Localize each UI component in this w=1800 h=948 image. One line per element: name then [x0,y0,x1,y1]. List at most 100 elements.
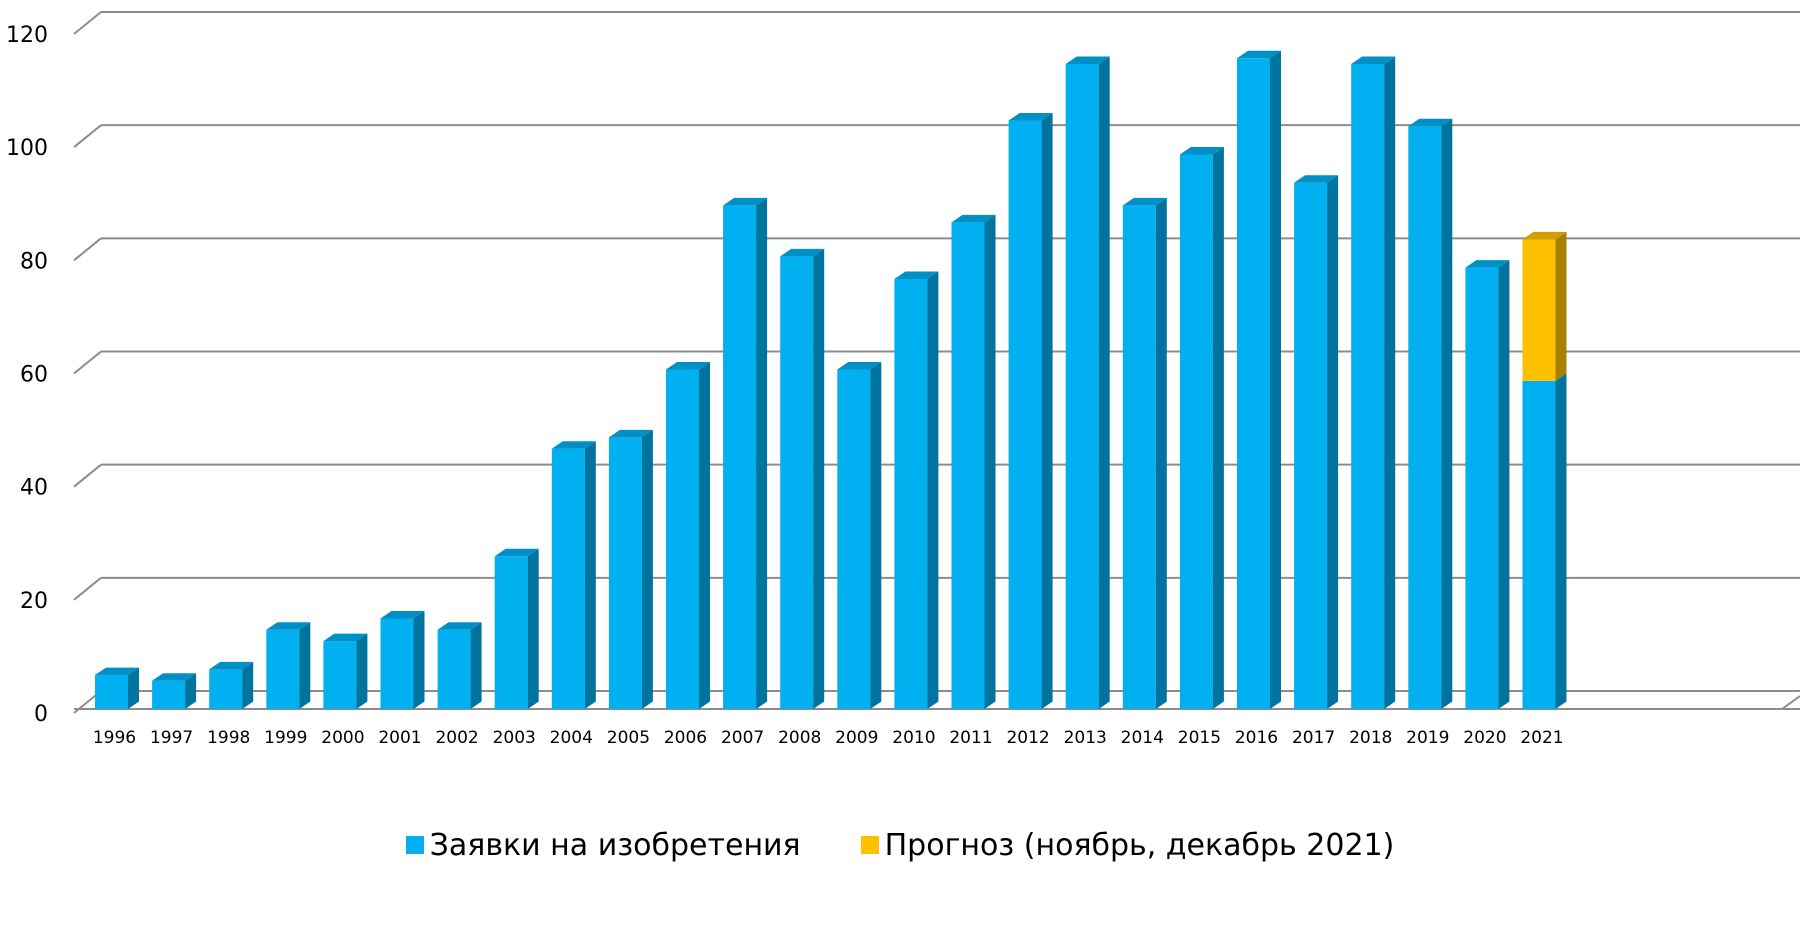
gridline-side [73,124,102,148]
bar-2001-top [380,610,425,619]
bar-2014-top [1122,197,1167,206]
bar-2003-front [494,556,528,709]
bar-2011-top [951,214,996,223]
bar-2016-side [1270,50,1281,710]
bar-2020-side [1498,260,1510,709]
bar-2007-front [723,205,757,710]
y-tick-label: 0 [34,702,48,727]
bar-2001-side [413,610,425,709]
x-tick-label: 2010 [892,728,935,748]
legend-item-applications: Заявки на изобретения [405,827,801,863]
bar-1997-side [185,673,197,709]
x-tick-label: 1996 [93,728,136,748]
x-tick-label: 2016 [1235,728,1278,748]
bar-2008-side [813,248,825,709]
forecast-bar-2021-top [1522,231,1567,240]
x-tick-label: 2007 [721,728,764,748]
x-tick-label: 1997 [150,728,193,748]
bar-2008-top [780,248,825,257]
x-tick-label: 2002 [435,728,478,748]
bar-2015-front [1179,154,1213,709]
x-tick-label: 2000 [321,728,364,748]
gridline-side [73,11,102,35]
gridline-side [73,237,102,262]
bar-2003-top [494,548,539,557]
y-tick-label: 20 [20,589,48,614]
legend-label-applications: Заявки на изобретения [429,827,801,863]
bar-1999-front [266,629,300,709]
x-tick-label: 2011 [949,728,992,748]
bar-2003-side [527,548,539,709]
x-tick-label: 2004 [550,728,593,748]
x-tick-label: 2005 [607,728,650,748]
bar-2002-side [470,622,482,709]
bar-2007-top [723,197,768,206]
bar-2020-front [1465,267,1499,709]
bar-2004-side [584,441,596,709]
y-tick-label: 60 [20,363,48,388]
x-tick-label: 1998 [207,728,250,748]
bar-2007-side [756,197,768,709]
x-tick-label: 2009 [835,728,878,748]
forecast-bar-2021-front [1522,239,1556,381]
bar-2010-top [894,271,939,279]
floor-edge-side [1781,695,1800,710]
bar-2012-top [1008,113,1053,121]
x-tick-label: 2001 [378,728,421,748]
bar-2002-top [437,622,482,630]
x-tick-label: 1999 [264,728,307,748]
legend-label-forecast: Прогноз (ноябрь, декабрь 2021) [884,827,1395,863]
bar-2005-top [608,429,653,438]
bar-2012-front [1008,120,1042,710]
bar-2009-side [870,362,882,709]
y-tick-label: 120 [6,23,48,48]
y-tick-label: 100 [6,136,48,161]
x-tick-label: 2003 [493,728,536,748]
legend: Заявки на изобретения Прогноз (ноябрь, д… [0,820,1800,870]
gridline-side [73,463,102,488]
bar-1996-front [95,675,128,709]
bar-2019-top [1408,118,1453,127]
bar-2021-side [1555,373,1567,709]
x-tick-label: 2014 [1121,728,1164,748]
bar-1998-top [209,661,254,670]
bar-2017-top [1294,175,1339,183]
bar-1998-front [209,669,243,709]
y-tick-label: 80 [20,249,48,274]
legend-swatch-applications [405,836,424,854]
legend-swatch-forecast [860,836,879,854]
bar-1998-side [242,661,254,709]
bar-2011-side [984,214,996,710]
gridline-side [73,350,102,375]
bar-2000-front [323,641,357,709]
bar-2019-front [1408,126,1442,710]
gridlines [73,11,1800,714]
bar-2006-front [666,369,699,709]
bar-2000-top [323,633,368,642]
bar-2010-front [894,278,928,709]
bar-1997-front [152,680,186,709]
bar-1999-top [266,622,311,630]
bar-2018-front [1351,63,1385,709]
bar-1996-top [95,667,139,676]
x-tick-label: 2012 [1006,728,1049,748]
x-tick-label: 2021 [1520,728,1563,748]
bar-2006-top [666,362,710,370]
bar-2019-side [1441,118,1453,709]
bar-2018-top [1351,56,1396,64]
bar-1999-side [299,622,311,709]
bars [95,50,1567,710]
y-tick-label: 40 [20,476,48,501]
bar-2021-front [1522,380,1556,709]
bar-2000-side [356,633,368,709]
gridline-side [73,577,102,601]
x-tick-label: 2018 [1349,728,1392,748]
bar-2014-front [1122,205,1156,710]
bar-1996-side [128,667,139,709]
bar-2008-front [780,256,814,709]
x-tick-label: 2013 [1064,728,1107,748]
bar-2016-front [1237,58,1270,709]
bar-2015-top [1179,147,1224,155]
